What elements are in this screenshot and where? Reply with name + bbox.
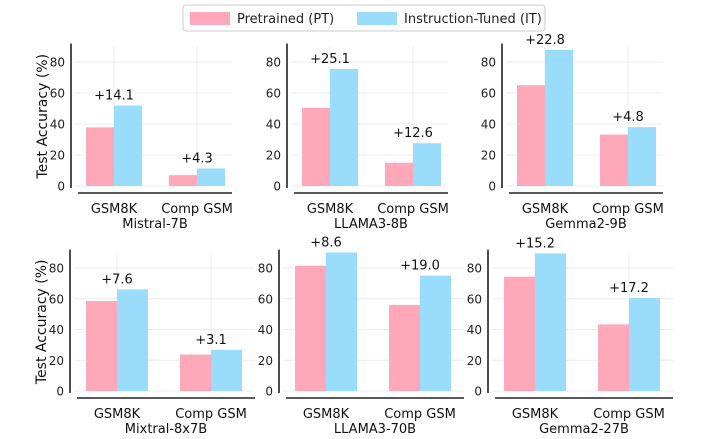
x-tick-label: Comp GSM (161, 202, 233, 217)
y-tick-label: 60 (258, 292, 273, 306)
y-tick-label: 0 (56, 385, 64, 399)
x-tick-label: Comp GSM (593, 407, 665, 422)
panel-title: Gemma2-9B (545, 217, 627, 232)
y-tick-label: 80 (481, 56, 496, 70)
y-tick-label: 20 (50, 149, 65, 163)
bar-it-comp-gsm (420, 275, 451, 391)
y-tick-label: 80 (258, 262, 273, 276)
bar-it-comp-gsm (413, 143, 441, 186)
y-tick-label: 80 (467, 262, 482, 276)
gain-label: +15.2 (515, 236, 555, 251)
bar-pt-gsm8k (295, 265, 326, 391)
y-tick-label: 0 (57, 180, 65, 194)
gain-label: +8.6 (310, 235, 342, 250)
bar-pt-comp-gsm (180, 354, 211, 391)
y-tick-label: 40 (266, 118, 281, 132)
bar-it-comp-gsm (197, 168, 225, 186)
gain-label: +4.8 (612, 110, 644, 125)
y-tick-label: 20 (49, 354, 64, 368)
legend-swatch-pt (190, 12, 230, 25)
bar-it-gsm8k (545, 49, 573, 186)
panel-title: LLAMA3-8B (334, 217, 408, 232)
y-tick-label: 60 (266, 87, 281, 101)
y-tick-label: 40 (467, 323, 482, 337)
legend-swatch-it (357, 12, 397, 25)
gain-label: +22.8 (525, 33, 565, 48)
gain-label: +4.3 (181, 151, 213, 166)
bar-pt-comp-gsm (385, 162, 413, 186)
bar-it-comp-gsm (211, 349, 242, 391)
bar-it-comp-gsm (629, 297, 660, 391)
gain-label: +17.2 (609, 281, 649, 296)
y-tick-label: 60 (467, 292, 482, 306)
bar-it-gsm8k (330, 68, 358, 186)
y-tick-label: 20 (481, 149, 496, 163)
y-tick-label: 40 (481, 118, 496, 132)
x-tick-label: Comp GSM (384, 407, 456, 422)
y-tick-label: 80 (50, 56, 65, 70)
bar-pt-gsm8k (517, 85, 545, 186)
bar-pt-gsm8k (302, 107, 330, 186)
y-tick-label: 60 (50, 87, 65, 101)
y-tick-label: 20 (467, 354, 482, 368)
y-tick-label: 20 (258, 354, 273, 368)
gain-label: +19.0 (400, 259, 440, 274)
x-tick-label: Comp GSM (377, 202, 449, 217)
panel-title: Gemma2-27B (539, 422, 629, 437)
gain-label: +3.1 (195, 333, 227, 348)
bar-pt-gsm8k (86, 127, 114, 186)
bar-it-gsm8k (326, 252, 357, 391)
x-tick-label: Comp GSM (592, 202, 664, 217)
gain-label: +12.6 (393, 126, 433, 141)
bar-it-gsm8k (117, 289, 148, 391)
y-tick-label: 40 (49, 323, 64, 337)
bar-pt-comp-gsm (600, 134, 628, 186)
y-axis-label: Test Accuracy (%) (35, 54, 51, 180)
y-axis-label: Test Accuracy (%) (34, 260, 50, 386)
y-tick-label: 60 (49, 292, 64, 306)
x-tick-label: GSM8K (307, 202, 354, 217)
bar-pt-comp-gsm (169, 175, 197, 186)
x-tick-label: GSM8K (94, 407, 141, 422)
legend-label-pt: Pretrained (PT) (237, 12, 334, 27)
y-tick-label: 0 (273, 180, 281, 194)
legend-label-it: Instruction-Tuned (IT) (404, 12, 542, 27)
bar-pt-comp-gsm (598, 324, 629, 391)
y-tick-label: 80 (49, 262, 64, 276)
y-tick-label: 60 (481, 87, 496, 101)
x-tick-label: GSM8K (303, 407, 350, 422)
x-tick-label: GSM8K (512, 407, 559, 422)
y-tick-label: 0 (474, 385, 482, 399)
bar-it-gsm8k (114, 105, 142, 186)
x-tick-label: Comp GSM (175, 407, 247, 422)
x-tick-label: GSM8K (522, 202, 569, 217)
bar-pt-gsm8k (86, 301, 117, 391)
bar-it-comp-gsm (628, 127, 656, 186)
panel-title: Mixtral-8x7B (125, 422, 207, 437)
y-tick-label: 0 (488, 180, 496, 194)
panel-title: LLAMA3-70B (334, 422, 416, 437)
panel-title: Mistral-7B (122, 217, 188, 232)
y-tick-label: 80 (266, 56, 281, 70)
gain-label: +14.1 (94, 89, 134, 104)
bar-pt-comp-gsm (389, 304, 420, 391)
y-tick-label: 0 (265, 385, 273, 399)
bar-pt-gsm8k (504, 276, 535, 391)
y-tick-label: 40 (50, 118, 65, 132)
gain-label: +7.6 (101, 272, 133, 287)
bar-it-gsm8k (535, 253, 566, 391)
gain-label: +25.1 (310, 52, 350, 67)
y-tick-label: 20 (266, 149, 281, 163)
y-tick-label: 40 (258, 323, 273, 337)
x-tick-label: GSM8K (91, 202, 138, 217)
